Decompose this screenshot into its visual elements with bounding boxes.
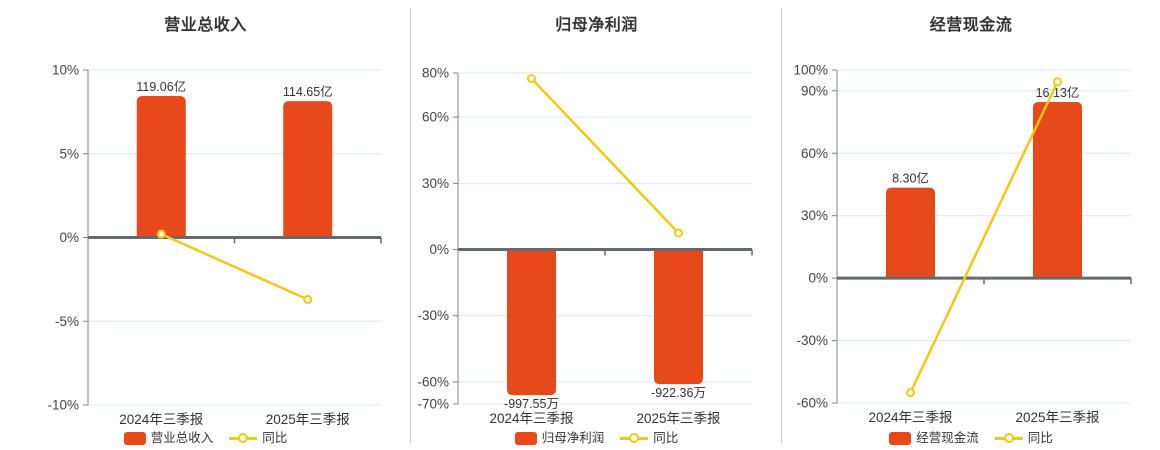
y-axis-tick-label: 100% — [793, 63, 828, 78]
y-axis-tick-label: -30% — [417, 308, 449, 323]
cash-flow-yoy-line — [909, 81, 1059, 394]
panel-divider — [410, 8, 411, 443]
cash-flow-bar-1[interactable] — [1033, 102, 1082, 279]
x-axis-category-label: 2025年三季报 — [266, 412, 350, 427]
bar-value-label: 119.06亿 — [136, 79, 186, 94]
y-axis-tick-label: 90% — [801, 83, 828, 98]
bar-series-swatch-icon — [889, 431, 912, 445]
revenue-yoy-marker-1[interactable] — [303, 294, 313, 304]
chart-title: 经营现金流 — [929, 17, 1013, 34]
revenue-plot: 10% 5% 0% -5% -10% 119.06亿 114.65亿 2024年三季报 2025… — [47, 63, 382, 427]
y-axis-tick-label: -60% — [796, 396, 828, 411]
y-axis-tick-label: -10% — [47, 398, 79, 413]
revenue-yoy-line — [160, 233, 309, 301]
legend-item-line[interactable]: 同比 — [994, 430, 1053, 445]
legend: 经营现金流 同比 — [782, 429, 1160, 447]
bar-value-label: 114.65亿 — [283, 84, 333, 99]
revenue-yoy-marker-0[interactable] — [156, 229, 166, 239]
chart-panel-cash-flow: 经营现金流 100% 90% 60% 30% 0% -30% -60% 8.30亿 16.13亿… — [782, 0, 1160, 450]
net-profit-yoy-marker-0[interactable] — [527, 74, 536, 84]
y-axis-tick-label: 0% — [59, 230, 79, 245]
bar-value-label: 8.30亿 — [892, 171, 929, 186]
line-series-swatch-icon — [620, 433, 649, 443]
bar-value-label: 16.13亿 — [1036, 85, 1080, 100]
net-profit-yoy-marker-1[interactable] — [674, 228, 683, 238]
legend-item-bar[interactable]: 归母净利润 — [514, 430, 605, 445]
y-axis-tick-label: 10% — [52, 63, 79, 78]
legend-bar-label: 经营现金流 — [916, 430, 979, 445]
revenue-bar-1[interactable] — [283, 101, 333, 238]
bar-value-label: -922.36万 — [651, 386, 706, 400]
legend-line-label: 同比 — [1027, 430, 1053, 445]
x-axis-category-label: 2024年三季报 — [119, 412, 203, 427]
y-axis-tick-label: -60% — [417, 374, 449, 389]
bar-value-label: -997.55万 — [504, 397, 559, 411]
legend-item-bar[interactable]: 经营现金流 — [889, 430, 979, 445]
chart-title: 营业总收入 — [164, 17, 247, 34]
cash-flow-yoy-marker-1[interactable] — [1053, 77, 1062, 87]
net-profit-bar-1[interactable] — [654, 249, 703, 385]
legend-bar-label: 归母净利润 — [541, 430, 605, 445]
chart-title: 归母净利润 — [555, 17, 638, 34]
net-profit-bar-0[interactable] — [507, 249, 556, 396]
legend-line-label: 同比 — [262, 430, 288, 445]
revenue-bar-0[interactable] — [136, 95, 186, 238]
x-axis-category-label: 2024年三季报 — [489, 411, 573, 426]
legend: 营业总收入 同比 — [0, 429, 411, 447]
cash-flow-yoy-marker-0[interactable] — [906, 388, 915, 398]
y-axis-tick-label: 0% — [429, 242, 449, 257]
bar-series-swatch-icon — [123, 431, 146, 445]
y-axis-tick-label: 60% — [422, 110, 449, 125]
chart-panel-net-profit: 归母净利润 80% 60% 30% 0% -30% -60% -70% -997.55万 -92… — [411, 0, 782, 450]
x-axis-category-label: 2025年三季报 — [1015, 410, 1099, 425]
y-axis-tick-label: 30% — [422, 176, 449, 191]
chart-panel-revenue: 营业总收入 10% 5% 0% -5% -10% 119.06亿 114.65亿 2024年三… — [0, 0, 411, 450]
y-axis-tick-label: 30% — [801, 208, 828, 223]
legend-item-bar[interactable]: 营业总收入 — [123, 430, 214, 445]
y-axis-tick-label: -30% — [796, 333, 828, 348]
legend-bar-label: 营业总收入 — [150, 430, 214, 445]
net-profit-plot: 80% 60% 30% 0% -30% -60% -70% -997.55万 -922.36万 2… — [417, 66, 753, 426]
legend-item-line[interactable]: 同比 — [620, 432, 678, 445]
cash-flow-bar-0[interactable] — [886, 187, 935, 279]
y-axis-tick-label: 80% — [422, 66, 449, 81]
y-axis-tick-label: 0% — [808, 271, 828, 286]
x-axis-category-label: 2024年三季报 — [868, 410, 952, 425]
line-series-swatch-icon — [229, 433, 258, 443]
y-axis-tick-label: 5% — [59, 146, 79, 161]
legend-line-label: 同比 — [653, 430, 679, 445]
y-axis-tick-label: 60% — [801, 146, 828, 161]
x-axis-category-label: 2025年三季报 — [636, 411, 720, 426]
y-axis-tick-label: -70% — [417, 397, 449, 412]
legend: 归母净利润 同比 — [411, 429, 782, 447]
legend-item-line[interactable]: 同比 — [229, 432, 287, 445]
cash-flow-plot: 100% 90% 60% 30% 0% -30% -60% 8.30亿 16.13亿 2024年三… — [793, 63, 1132, 425]
panel-divider — [781, 8, 782, 443]
bar-series-swatch-icon — [514, 431, 537, 445]
line-series-swatch-icon — [994, 433, 1023, 443]
net-profit-yoy-line — [530, 77, 680, 234]
y-axis-tick-label: -5% — [55, 314, 79, 329]
